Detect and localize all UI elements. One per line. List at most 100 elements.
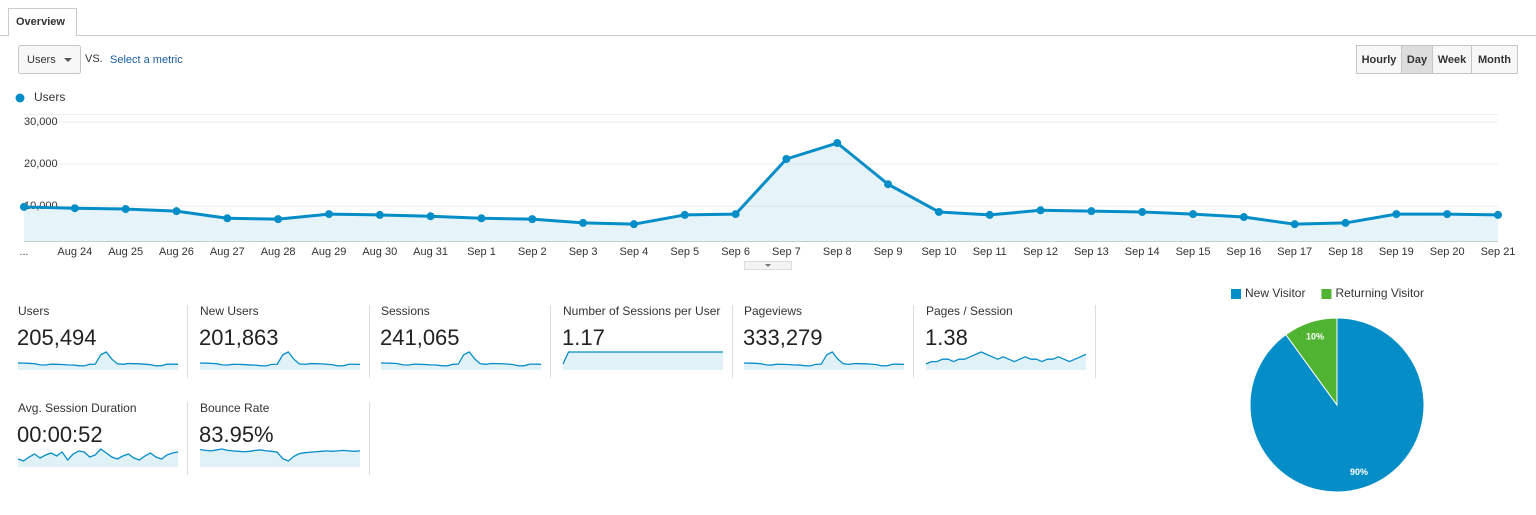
pie-label: 90%: [1350, 467, 1368, 477]
select-metric-link[interactable]: Select a metric: [110, 54, 183, 66]
data-point: [934, 207, 943, 216]
metric-value: 1.38: [925, 325, 968, 350]
interval-button-label[interactable]: Month: [1478, 54, 1511, 66]
x-tick-label: Aug 31: [413, 246, 448, 258]
pie-slice: [1285, 317, 1338, 407]
x-tick-label: Aug 28: [261, 246, 296, 258]
metric-label: Number of Sessions per User: [563, 304, 720, 318]
data-point: [985, 210, 994, 219]
sparkline: [199, 448, 361, 462]
metric-value: 201,863: [199, 325, 279, 350]
interval-button[interactable]: [1401, 45, 1433, 74]
x-tick-label: Sep 10: [921, 246, 956, 258]
sparkline-area: [926, 352, 1086, 370]
legend-label: Users: [34, 90, 65, 104]
dropdown-arrow: [64, 58, 72, 62]
interval-button-label[interactable]: Day: [1407, 54, 1428, 66]
x-tick-label: Sep 18: [1328, 246, 1363, 258]
sparkline: [17, 351, 179, 367]
legend-marker: [15, 93, 25, 103]
x-tick-label: Aug 26: [159, 246, 194, 258]
x-tick-label: Sep 19: [1379, 246, 1414, 258]
x-tick-label: Sep 4: [620, 246, 649, 258]
interval-button-label[interactable]: Week: [1438, 54, 1467, 66]
metric-dropdown[interactable]: [18, 45, 81, 74]
handle-arrow: [765, 264, 771, 267]
data-point: [477, 214, 486, 223]
interval-button[interactable]: [1432, 45, 1472, 74]
x-tick-label: Sep 9: [874, 246, 903, 258]
data-point: [1239, 213, 1248, 222]
data-point: [1138, 207, 1147, 216]
interval-button-label[interactable]: Hourly: [1362, 54, 1398, 66]
metric-label: Pages / Session: [926, 304, 1013, 318]
sparkline-area: [381, 352, 541, 370]
x-tick-label: Sep 2: [518, 246, 547, 258]
vs-label: VS.: [85, 53, 103, 65]
metric-value: 1.17: [562, 325, 605, 350]
x-tick-label: Sep 13: [1074, 246, 1109, 258]
x-tick-label: Sep 17: [1277, 246, 1312, 258]
metric-label: Sessions: [381, 304, 430, 318]
metric-label: Avg. Session Duration: [18, 401, 137, 415]
metric-value: 83.95%: [199, 422, 274, 447]
x-tick-label: Sep 5: [670, 246, 699, 258]
x-tick-label: Aug 25: [108, 246, 143, 258]
data-point: [375, 210, 384, 219]
legend-swatch: [1231, 289, 1241, 299]
sparkline-area: [200, 449, 360, 467]
data-point: [579, 218, 588, 227]
x-tick-label: Aug 27: [210, 246, 245, 258]
data-point: [70, 204, 79, 213]
sparkline: [925, 351, 1087, 365]
data-point: [1290, 220, 1299, 229]
data-point: [1443, 210, 1452, 219]
data-point: [629, 220, 638, 229]
data-point: [1189, 210, 1198, 219]
x-tick-label: Aug 29: [312, 246, 347, 258]
sparkline-area: [18, 352, 178, 370]
x-tick-label: Aug 30: [362, 246, 397, 258]
data-point: [833, 139, 842, 148]
data-point: [223, 214, 232, 223]
data-point: [172, 207, 181, 216]
y-tick-label: 20,000: [24, 158, 58, 170]
sparkline-area: [744, 352, 904, 370]
sparkline: [562, 351, 723, 365]
metric-label: Pageviews: [744, 304, 802, 318]
legend-label: New Visitor: [1245, 286, 1305, 300]
y-tick-label: 30,000: [24, 116, 58, 128]
data-point: [731, 210, 740, 219]
x-tick-label: Sep 12: [1023, 246, 1058, 258]
data-point: [884, 180, 893, 189]
metric-dropdown-label[interactable]: Users: [27, 54, 56, 66]
data-point: [20, 202, 28, 211]
metric-label: New Users: [200, 304, 259, 318]
data-point: [1392, 210, 1401, 219]
interval-button[interactable]: [1471, 45, 1518, 74]
data-point: [324, 210, 333, 219]
x-tick-label: Sep 1: [467, 246, 496, 258]
pie-label: 10%: [1306, 332, 1324, 342]
x-tick-label: Sep 16: [1226, 246, 1261, 258]
x-tick-label: Sep 11: [973, 246, 1007, 258]
legend-swatch: [1321, 289, 1332, 299]
x-tick-label: Sep 3: [569, 246, 598, 258]
data-point: [528, 215, 537, 224]
x-tick-label: Sep 8: [823, 246, 852, 258]
x-tick-label: Sep 15: [1176, 246, 1211, 258]
x-tick-label: Sep 20: [1430, 246, 1465, 258]
sparkline-area: [18, 449, 178, 467]
x-tick-label: Sep 6: [721, 246, 750, 258]
data-point: [274, 215, 283, 224]
data-point: [1087, 207, 1096, 216]
metric-label: Bounce Rate: [200, 401, 270, 415]
data-point: [1036, 206, 1045, 215]
metric-value: 00:00:52: [17, 422, 103, 447]
tab-label[interactable]: Overview: [16, 16, 65, 28]
line-area: [24, 143, 1498, 241]
data-point: [1494, 210, 1502, 219]
data-point: [1341, 218, 1350, 227]
sparkline: [199, 351, 361, 367]
